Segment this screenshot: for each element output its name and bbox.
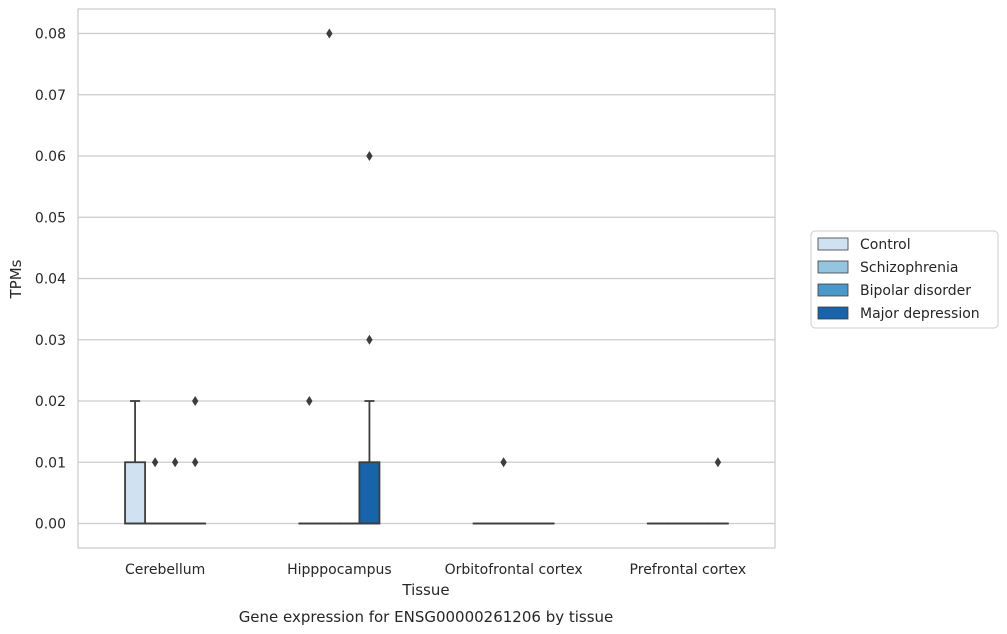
y-tick-label: 0.02 — [35, 394, 66, 410]
x-tick-labels: Cerebellum Hipppocampus Orbitofrontal cort… — [125, 562, 746, 578]
legend-label: Control — [860, 237, 911, 253]
x-tick-label: Cerebellum — [125, 562, 205, 578]
legend: Control Schizophrenia Bipolar disorder Majo… — [810, 230, 999, 329]
outlier-point — [366, 151, 373, 161]
plot-frame — [77, 8, 776, 549]
legend-swatch — [817, 237, 849, 251]
y-tick-label: 0.01 — [35, 455, 66, 471]
legend-swatch — [817, 306, 849, 320]
legend-frame — [810, 230, 999, 329]
outlier-point — [171, 457, 179, 468]
y-tick-label: 0.07 — [35, 88, 66, 104]
x-tick-label: Prefrontal cortex — [630, 562, 747, 578]
outlier-point — [151, 457, 159, 468]
outlier-point — [191, 457, 199, 468]
legend-swatch — [817, 283, 849, 297]
legend-label: Bipolar disorder — [860, 283, 971, 299]
box — [124, 400, 146, 525]
y-tick-label: 0.08 — [35, 27, 66, 43]
box-body — [124, 461, 146, 525]
outlier-point — [306, 396, 313, 406]
box — [707, 457, 729, 525]
x-tick-label: Hipppocampus — [287, 562, 392, 578]
y-tick-label: 0.05 — [35, 210, 66, 226]
x-tick-label: Orbitofrontal cortex — [445, 562, 583, 578]
y-tick-label: 0.06 — [35, 149, 66, 165]
outlier-point — [191, 396, 199, 406]
y-tick-labels: 0.00 0.01 0.02 0.03 0.04 0.05 0.06 0.07 0.08 — [35, 27, 66, 533]
chart-title: Gene expression for ENSG00000261206 by t… — [239, 608, 614, 626]
box-series — [124, 28, 729, 525]
box-body — [358, 461, 381, 525]
outlier-point — [714, 457, 722, 468]
box — [184, 396, 207, 525]
y-axis-label: TPMs — [7, 259, 25, 299]
y-tick-label: 0.00 — [35, 517, 66, 533]
box — [358, 151, 381, 525]
legend-label: Schizophrenia — [860, 260, 958, 276]
legend-swatch — [817, 260, 849, 274]
outlier-point — [366, 334, 373, 345]
y-tick-label: 0.04 — [35, 272, 66, 288]
legend-label: Major depression — [860, 306, 980, 322]
x-axis-label: Tissue — [401, 581, 449, 599]
y-tick-label: 0.03 — [35, 333, 66, 349]
outlier-point — [326, 28, 333, 39]
outlier-point — [500, 457, 507, 468]
